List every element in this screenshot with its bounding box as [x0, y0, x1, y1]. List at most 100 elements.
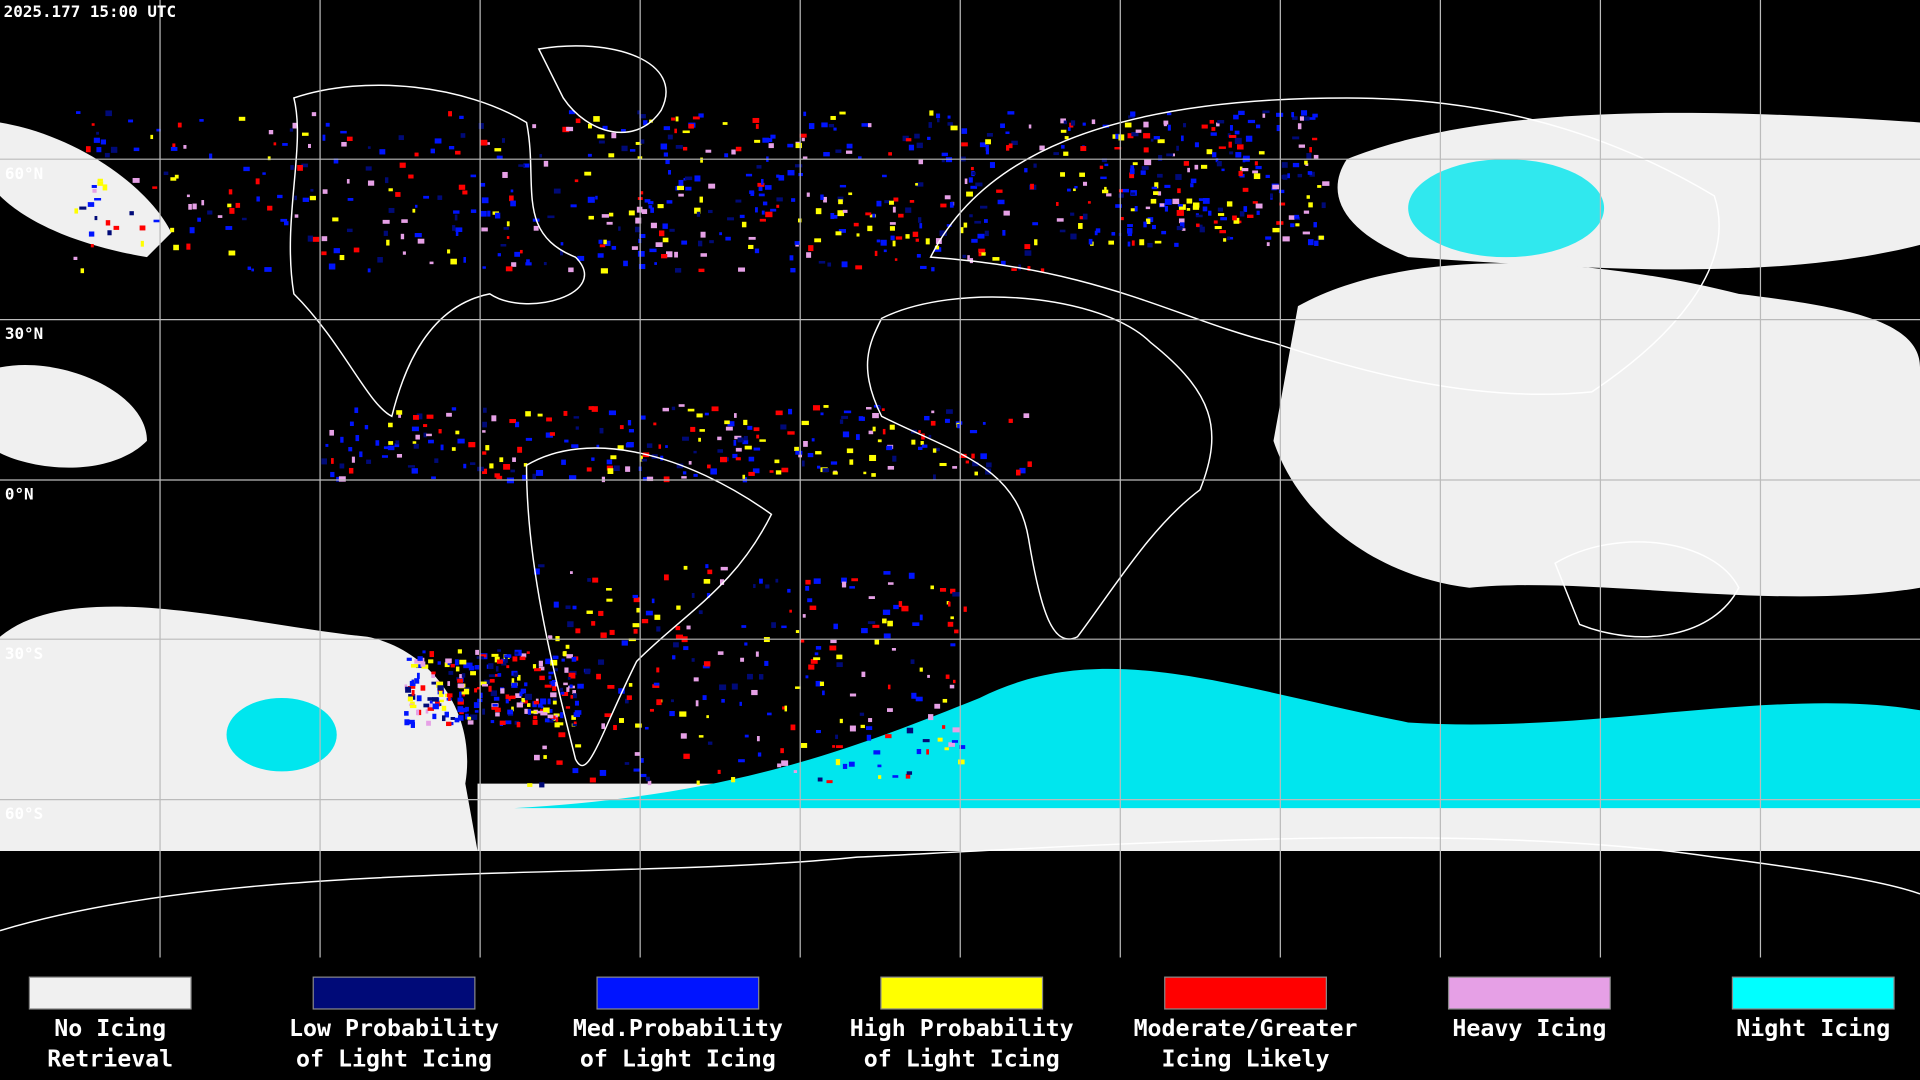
icing-speck	[703, 579, 711, 584]
icing-speck	[553, 601, 559, 608]
icing-speck	[1030, 183, 1034, 190]
icing-speck	[867, 225, 873, 232]
icing-speck	[656, 667, 660, 673]
icing-speck	[893, 197, 899, 202]
icing-speck	[869, 454, 877, 462]
icing-speck	[970, 185, 978, 189]
icing-speck	[911, 692, 917, 699]
icing-speck	[1187, 167, 1190, 173]
icing-speck	[509, 419, 516, 424]
icing-speck	[711, 406, 719, 412]
icing-speck	[1253, 173, 1261, 180]
icing-speck	[349, 421, 354, 427]
icing-speck	[635, 217, 642, 224]
icing-speck	[96, 131, 99, 135]
icing-speck	[1215, 158, 1219, 163]
icing-speck	[928, 434, 932, 438]
icing-speck	[977, 233, 985, 239]
icing-speck	[693, 677, 699, 682]
icing-speck	[696, 211, 701, 217]
icing-speck	[753, 447, 761, 451]
north-america	[289, 84, 585, 418]
icing-speck	[1082, 122, 1086, 126]
icing-speck	[468, 665, 475, 671]
icing-speck	[1241, 168, 1249, 172]
legend-label: Retrieval	[47, 1046, 173, 1073]
legend-swatch	[1447, 976, 1611, 1010]
icing-speck	[377, 257, 383, 263]
icing-speck	[830, 115, 836, 120]
icing-speck	[412, 679, 416, 684]
icing-speck	[818, 260, 826, 264]
icing-speck	[986, 462, 992, 468]
icing-speck	[700, 231, 706, 238]
icing-speck	[423, 432, 427, 438]
icing-speck	[1024, 244, 1031, 250]
icing-speck	[1303, 210, 1310, 214]
icing-speck	[574, 179, 579, 183]
icing-speck	[574, 700, 579, 706]
icing-speck	[411, 679, 414, 686]
icing-speck	[173, 244, 179, 251]
icing-speck	[386, 239, 390, 246]
icing-speck	[972, 171, 976, 176]
icing-speck	[426, 720, 431, 726]
icing-speck	[398, 135, 404, 141]
icing-speck	[838, 199, 843, 205]
icing-speck	[1019, 467, 1026, 474]
icing-speck	[731, 683, 738, 690]
icing-speck	[872, 624, 880, 628]
icing-speck	[1287, 173, 1290, 179]
icing-speck	[539, 675, 545, 681]
icing-speck	[954, 629, 959, 634]
icing-speck	[735, 447, 742, 452]
icing-speck	[1194, 164, 1199, 170]
icing-speck	[411, 426, 419, 432]
icing-speck	[657, 204, 664, 209]
icing-speck	[550, 692, 557, 698]
icing-speck	[510, 695, 516, 700]
icing-speck	[787, 588, 791, 593]
icing-speck	[950, 616, 954, 620]
icing-speck	[107, 230, 112, 236]
icing-speck	[821, 122, 828, 128]
icing-speck	[920, 441, 924, 445]
icing-speck	[1258, 151, 1265, 155]
icing-speck	[351, 456, 355, 463]
icing-speck	[738, 267, 746, 272]
icing-speck	[548, 675, 552, 680]
icing-speck	[647, 780, 652, 786]
icing-speck	[152, 186, 158, 189]
icing-speck	[744, 642, 748, 646]
icing-speck	[495, 212, 501, 219]
icing-speck	[1245, 135, 1253, 142]
icing-speck	[789, 255, 794, 261]
icing-speck	[321, 236, 328, 242]
icing-speck	[1176, 209, 1184, 216]
icing-speck	[1127, 241, 1131, 247]
icing-speck	[928, 714, 934, 721]
icing-speck	[865, 726, 873, 731]
icing-speck	[512, 457, 516, 462]
icing-speck	[591, 457, 595, 461]
icing-speck	[1196, 223, 1200, 227]
icing-speck	[980, 453, 987, 460]
legend-label: Low Probability	[289, 1015, 499, 1042]
icing-speck	[649, 708, 654, 712]
icing-speck	[765, 584, 770, 589]
icing-speck	[591, 621, 596, 626]
icing-speck	[480, 182, 486, 187]
icing-speck	[1053, 152, 1059, 156]
icing-speck	[942, 698, 948, 703]
icing-speck	[776, 174, 780, 178]
icing-speck	[1294, 214, 1300, 219]
icing-speck	[487, 142, 490, 145]
icing-speck	[482, 468, 488, 475]
icing-speck	[1104, 163, 1109, 167]
icing-speck	[331, 458, 334, 464]
icing-speck	[1070, 233, 1077, 240]
icing-speck	[735, 146, 742, 152]
icing-speck	[724, 153, 729, 158]
icing-speck	[517, 446, 523, 453]
icing-speck	[833, 127, 837, 131]
